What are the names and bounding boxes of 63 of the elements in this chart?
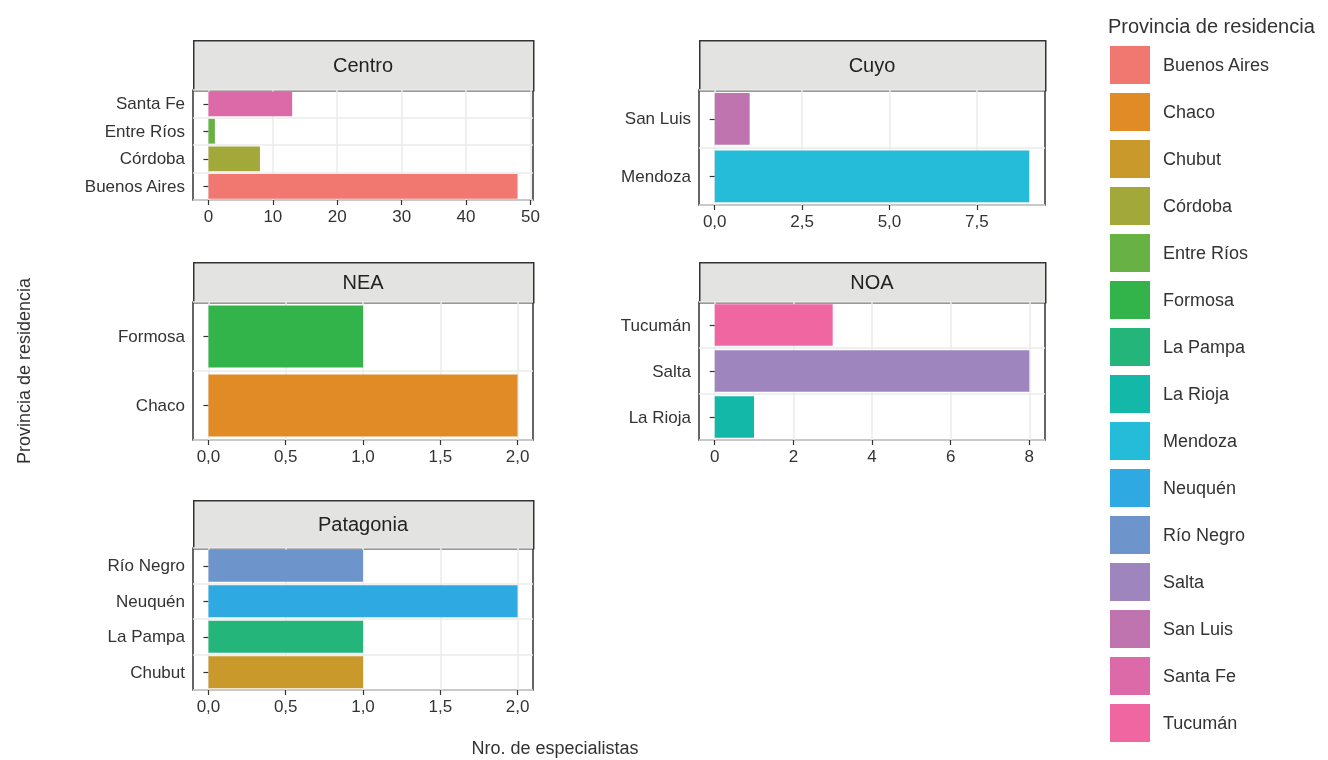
x-tick-label: 0,0 (702, 212, 727, 231)
x-tick-label: 1,0 (351, 697, 375, 716)
x-axis-title: Nro. de especialistas (471, 738, 639, 758)
legend-label: San Luis (1163, 619, 1234, 639)
x-tick-label: 7,5 (965, 212, 989, 231)
y-tick-label: San Luis (624, 109, 691, 129)
x-tick-label: 30 (392, 207, 412, 226)
legend-label: Buenos Aires (1163, 55, 1270, 75)
y-tick-label: Buenos Aires (84, 176, 185, 196)
y-tick-label: Chubut (130, 662, 186, 682)
y-tick-label: Formosa (117, 327, 186, 346)
legend-label: Chubut (1163, 149, 1222, 169)
legend-label: Córdoba (1163, 196, 1234, 216)
legend-label: Salta (1163, 572, 1206, 592)
x-tick-label: 50 (520, 207, 540, 226)
chart-title: NEA (342, 271, 385, 293)
legend-label: Chaco (1163, 102, 1216, 122)
legend-label: Formosa (1163, 290, 1235, 310)
y-axis-title: Provincia de residencia (14, 276, 34, 465)
legend-label: La Pampa (1163, 337, 1247, 357)
y-tick-label: Tucumán (620, 315, 691, 335)
legend-label: Río Negro (1163, 525, 1246, 545)
y-tick-label: Santa Fe (116, 94, 185, 114)
legend-label: Mendoza (1163, 431, 1239, 451)
y-tick-label: La Pampa (107, 627, 186, 647)
y-tick-label: La Rioja (628, 407, 692, 427)
legend-label: Santa Fe (1163, 666, 1237, 686)
x-tick-label: 2,0 (505, 697, 530, 716)
y-tick-label: Córdoba (119, 149, 186, 169)
x-tick-label: 6 (945, 447, 956, 466)
y-tick-label: Entre Ríos (104, 121, 185, 141)
y-tick-label: Neuquén (115, 591, 185, 611)
x-tick-label: 1,5 (428, 447, 453, 466)
x-tick-label: 0 (709, 447, 720, 466)
legend-label: Entre Ríos (1163, 243, 1249, 263)
chart-title: Centro (332, 54, 394, 76)
legend-label: La Rioja (1163, 384, 1231, 404)
x-tick-label: 4 (867, 447, 877, 466)
x-tick-label: 0,0 (196, 697, 221, 716)
chart-title: NOA (850, 271, 895, 293)
x-tick-label: 10 (263, 207, 283, 226)
x-tick-label: 0,5 (273, 697, 298, 716)
x-tick-label: 0 (203, 207, 214, 226)
legend-label: Neuquén (1163, 478, 1237, 498)
y-tick-label: Mendoza (621, 166, 692, 186)
legend-title: Provincia de residencia (1108, 15, 1316, 37)
y-tick-label: Río Negro (107, 556, 185, 576)
x-tick-label: 2,5 (790, 212, 814, 231)
x-tick-label: 0,0 (196, 447, 221, 466)
x-tick-label: 1,0 (351, 447, 375, 466)
x-tick-label: 20 (327, 207, 347, 226)
chart-title: Patagonia (317, 513, 409, 535)
x-tick-label: 1,5 (428, 697, 453, 716)
y-tick-label: Salta (652, 361, 692, 381)
x-tick-label: 0,5 (273, 447, 298, 466)
x-tick-label: 40 (456, 207, 476, 226)
x-tick-label: 8 (1024, 447, 1035, 466)
x-tick-label: 5,0 (877, 212, 902, 231)
chart-title: Cuyo (848, 54, 896, 76)
legend-label: Tucumán (1163, 713, 1238, 733)
y-tick-label: Chaco (135, 396, 185, 415)
x-tick-label: 2 (788, 447, 799, 466)
x-tick-label: 2,0 (505, 447, 530, 466)
